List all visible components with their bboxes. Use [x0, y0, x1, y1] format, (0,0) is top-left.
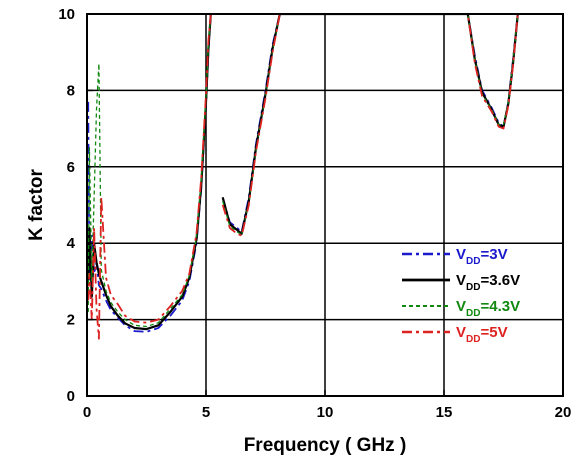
- x-tick-label: 10: [317, 404, 334, 421]
- series-line-3: [87, 14, 519, 340]
- y-axis-title: K factor: [26, 169, 47, 241]
- series-layer: [87, 14, 519, 340]
- x-tick-label: 5: [202, 404, 210, 421]
- x-tick-label: 20: [555, 404, 572, 421]
- y-tick-label: 0: [67, 388, 75, 405]
- x-tick-label: 0: [83, 404, 91, 421]
- tick-labels: 0 5 10 15 20 0 2 4 6 8 10: [58, 6, 571, 421]
- legend-label: VDD=3V: [456, 246, 508, 267]
- legend-label: VDD=5V: [456, 324, 508, 345]
- legend-label: VDD=3.6V: [456, 272, 520, 293]
- y-tick-label: 10: [58, 6, 75, 23]
- legend-label: VDD=4.3V: [456, 298, 520, 319]
- legend: VDD=3V VDD=3.6V VDD=4.3V VDD=5V: [402, 246, 520, 345]
- series-line-0: [87, 14, 519, 333]
- series-line-1: [87, 14, 519, 331]
- series-line-2: [87, 14, 519, 328]
- y-tick-label: 8: [67, 82, 75, 99]
- x-axis-title: Frequency ( GHz ): [244, 435, 407, 456]
- y-tick-label: 4: [67, 235, 76, 252]
- y-tick-label: 2: [67, 312, 75, 329]
- y-tick-label: 6: [67, 159, 75, 176]
- x-tick-label: 15: [436, 404, 453, 421]
